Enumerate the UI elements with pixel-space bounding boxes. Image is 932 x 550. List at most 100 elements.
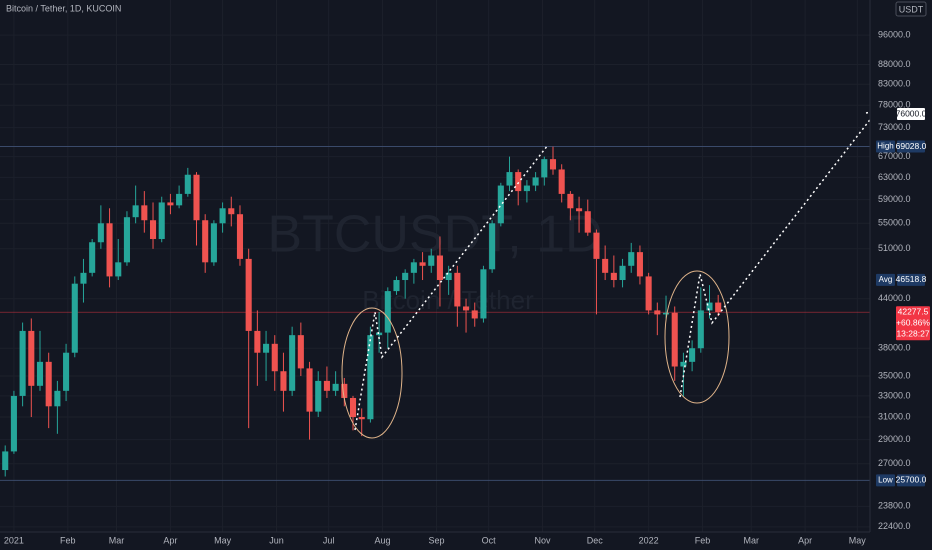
candle-body — [280, 371, 287, 391]
candle-body — [697, 310, 704, 349]
candle-body — [506, 172, 513, 186]
candle-body — [71, 283, 78, 353]
price-line-box — [897, 140, 925, 153]
price-line-value: 69028.0 — [896, 141, 927, 151]
candle-body — [636, 252, 643, 277]
candle-body — [306, 368, 313, 412]
candle-body — [228, 208, 235, 215]
candle-body — [245, 258, 252, 331]
candle-body — [602, 258, 609, 273]
candle-body — [619, 265, 626, 281]
candle-body — [515, 172, 522, 192]
candle-body — [315, 380, 322, 412]
grid — [0, 0, 870, 532]
x-tick-label: Apr — [163, 535, 177, 545]
candle-body — [219, 208, 226, 224]
candle-body — [610, 272, 617, 281]
candle-body — [689, 348, 696, 362]
candle-body — [410, 262, 417, 273]
candle-body — [445, 272, 452, 281]
candle-body — [289, 335, 296, 391]
current-change: +60.86% — [896, 317, 930, 327]
candle-body — [706, 302, 713, 311]
candle-body — [63, 352, 70, 391]
candle-body — [158, 202, 165, 240]
x-tick-label: Feb — [60, 535, 76, 545]
candle-body — [332, 383, 339, 391]
candles — [2, 146, 722, 477]
candle-body — [480, 269, 487, 319]
candle-body — [428, 255, 435, 266]
candle-body — [193, 174, 200, 221]
candle-body — [45, 361, 52, 407]
candle-body — [489, 223, 496, 270]
candle-body — [19, 330, 26, 396]
y-tick-label: 27000.0 — [878, 458, 911, 468]
candle-body — [558, 169, 565, 194]
candle-body — [454, 272, 461, 307]
target-value: 76000.0 — [896, 108, 927, 118]
candle-body — [28, 330, 35, 386]
x-tick-label: 2021 — [4, 535, 24, 545]
candle-body — [662, 312, 670, 315]
price-line-name-box — [876, 273, 895, 286]
x-tick-label: Nov — [535, 535, 552, 545]
candle-body — [715, 302, 722, 313]
candle-body — [349, 397, 357, 418]
candle-body — [106, 223, 113, 277]
y-tick-label: 31000.0 — [878, 411, 911, 421]
y-tick-label: 33000.0 — [878, 390, 911, 400]
candle-body — [236, 214, 244, 259]
price-lines — [0, 146, 870, 481]
y-tick-label: 44000.0 — [878, 293, 911, 303]
candle-body — [419, 262, 426, 266]
y-tick-label: 22400.0 — [878, 521, 911, 531]
candle-body — [89, 242, 96, 273]
y-tick-label: 23800.0 — [878, 501, 911, 511]
x-tick-label: Aug — [375, 535, 391, 545]
y-tick-label: 73000.0 — [878, 122, 911, 132]
x-tick-label: Feb — [695, 535, 711, 545]
y-tick-label: 67000.0 — [878, 151, 911, 161]
candle-body — [149, 220, 157, 240]
candle-body — [297, 335, 304, 369]
candle-body — [384, 291, 391, 333]
candle-body — [184, 174, 191, 194]
x-tick-label: Sep — [428, 535, 444, 545]
y-tick-label: 29000.0 — [878, 434, 911, 444]
price-line-box — [897, 273, 925, 286]
candle-body — [549, 159, 557, 170]
candle-body — [680, 361, 687, 367]
candle-body — [323, 380, 330, 391]
candle-body — [402, 272, 409, 281]
x-tick-label: Apr — [798, 535, 812, 545]
candle-body — [567, 193, 574, 209]
price-line-box — [897, 474, 925, 487]
candle-body — [584, 211, 591, 233]
candle-body — [176, 193, 183, 206]
price-line-name: Low — [878, 476, 893, 485]
candle-body — [671, 312, 678, 367]
x-tick-label: May — [849, 535, 867, 545]
candle-body — [210, 223, 217, 263]
candle-body — [2, 451, 9, 471]
candle-body — [532, 177, 539, 186]
candle-body — [462, 306, 470, 311]
candle-body — [393, 280, 400, 292]
price-line-name: High — [877, 142, 893, 151]
candle-body — [271, 343, 278, 372]
candle-body — [97, 223, 104, 243]
candle-body — [36, 361, 44, 386]
y-tick-label: 78000.0 — [878, 100, 911, 110]
candle-body — [263, 343, 270, 353]
x-tick-label: May — [214, 535, 232, 545]
x-tick-label: Oct — [482, 535, 497, 545]
target-tag — [897, 108, 925, 121]
candle-body — [115, 262, 122, 277]
candle-body — [367, 335, 374, 420]
chart-title: Bitcoin / Tether, 1D, KUCOIN — [6, 3, 121, 13]
candle-body — [645, 276, 652, 311]
candle-body — [123, 217, 130, 263]
